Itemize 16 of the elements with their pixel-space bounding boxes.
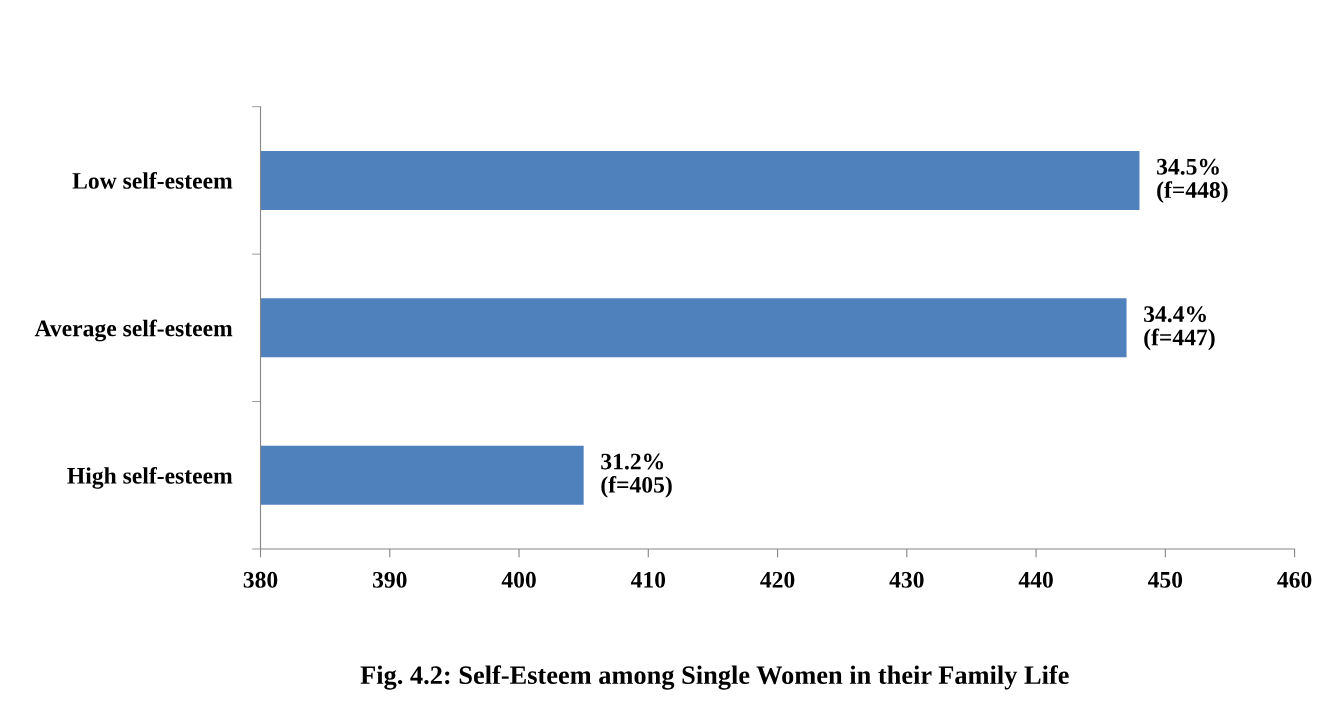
x-tick-label: 400 (501, 571, 536, 588)
x-tick-label: 450 (1147, 571, 1183, 588)
x-tick-label: 460 (1277, 571, 1312, 588)
data-label: 31.2% (f=405) (601, 453, 672, 498)
y-tick-label: High self-esteem (67, 466, 233, 489)
data-label: 34.4% (f=447) (1144, 306, 1215, 351)
x-tick-label: 430 (889, 571, 924, 588)
x-tick-label: 440 (1018, 571, 1053, 588)
x-tick-label: 410 (630, 571, 666, 588)
y-tick-label: Low self-esteem (72, 171, 233, 189)
x-tick-label: 420 (760, 571, 795, 588)
x-tick-label: 380 (243, 571, 278, 588)
y-tick-label: Average self-esteem (34, 319, 233, 342)
x-tick-label: 390 (372, 571, 407, 588)
data-label: 34.5% (f=448) (1157, 158, 1228, 203)
text: Fig. 4.2: Self-Esteem among Single Women in their Family Life (360, 665, 1069, 690)
